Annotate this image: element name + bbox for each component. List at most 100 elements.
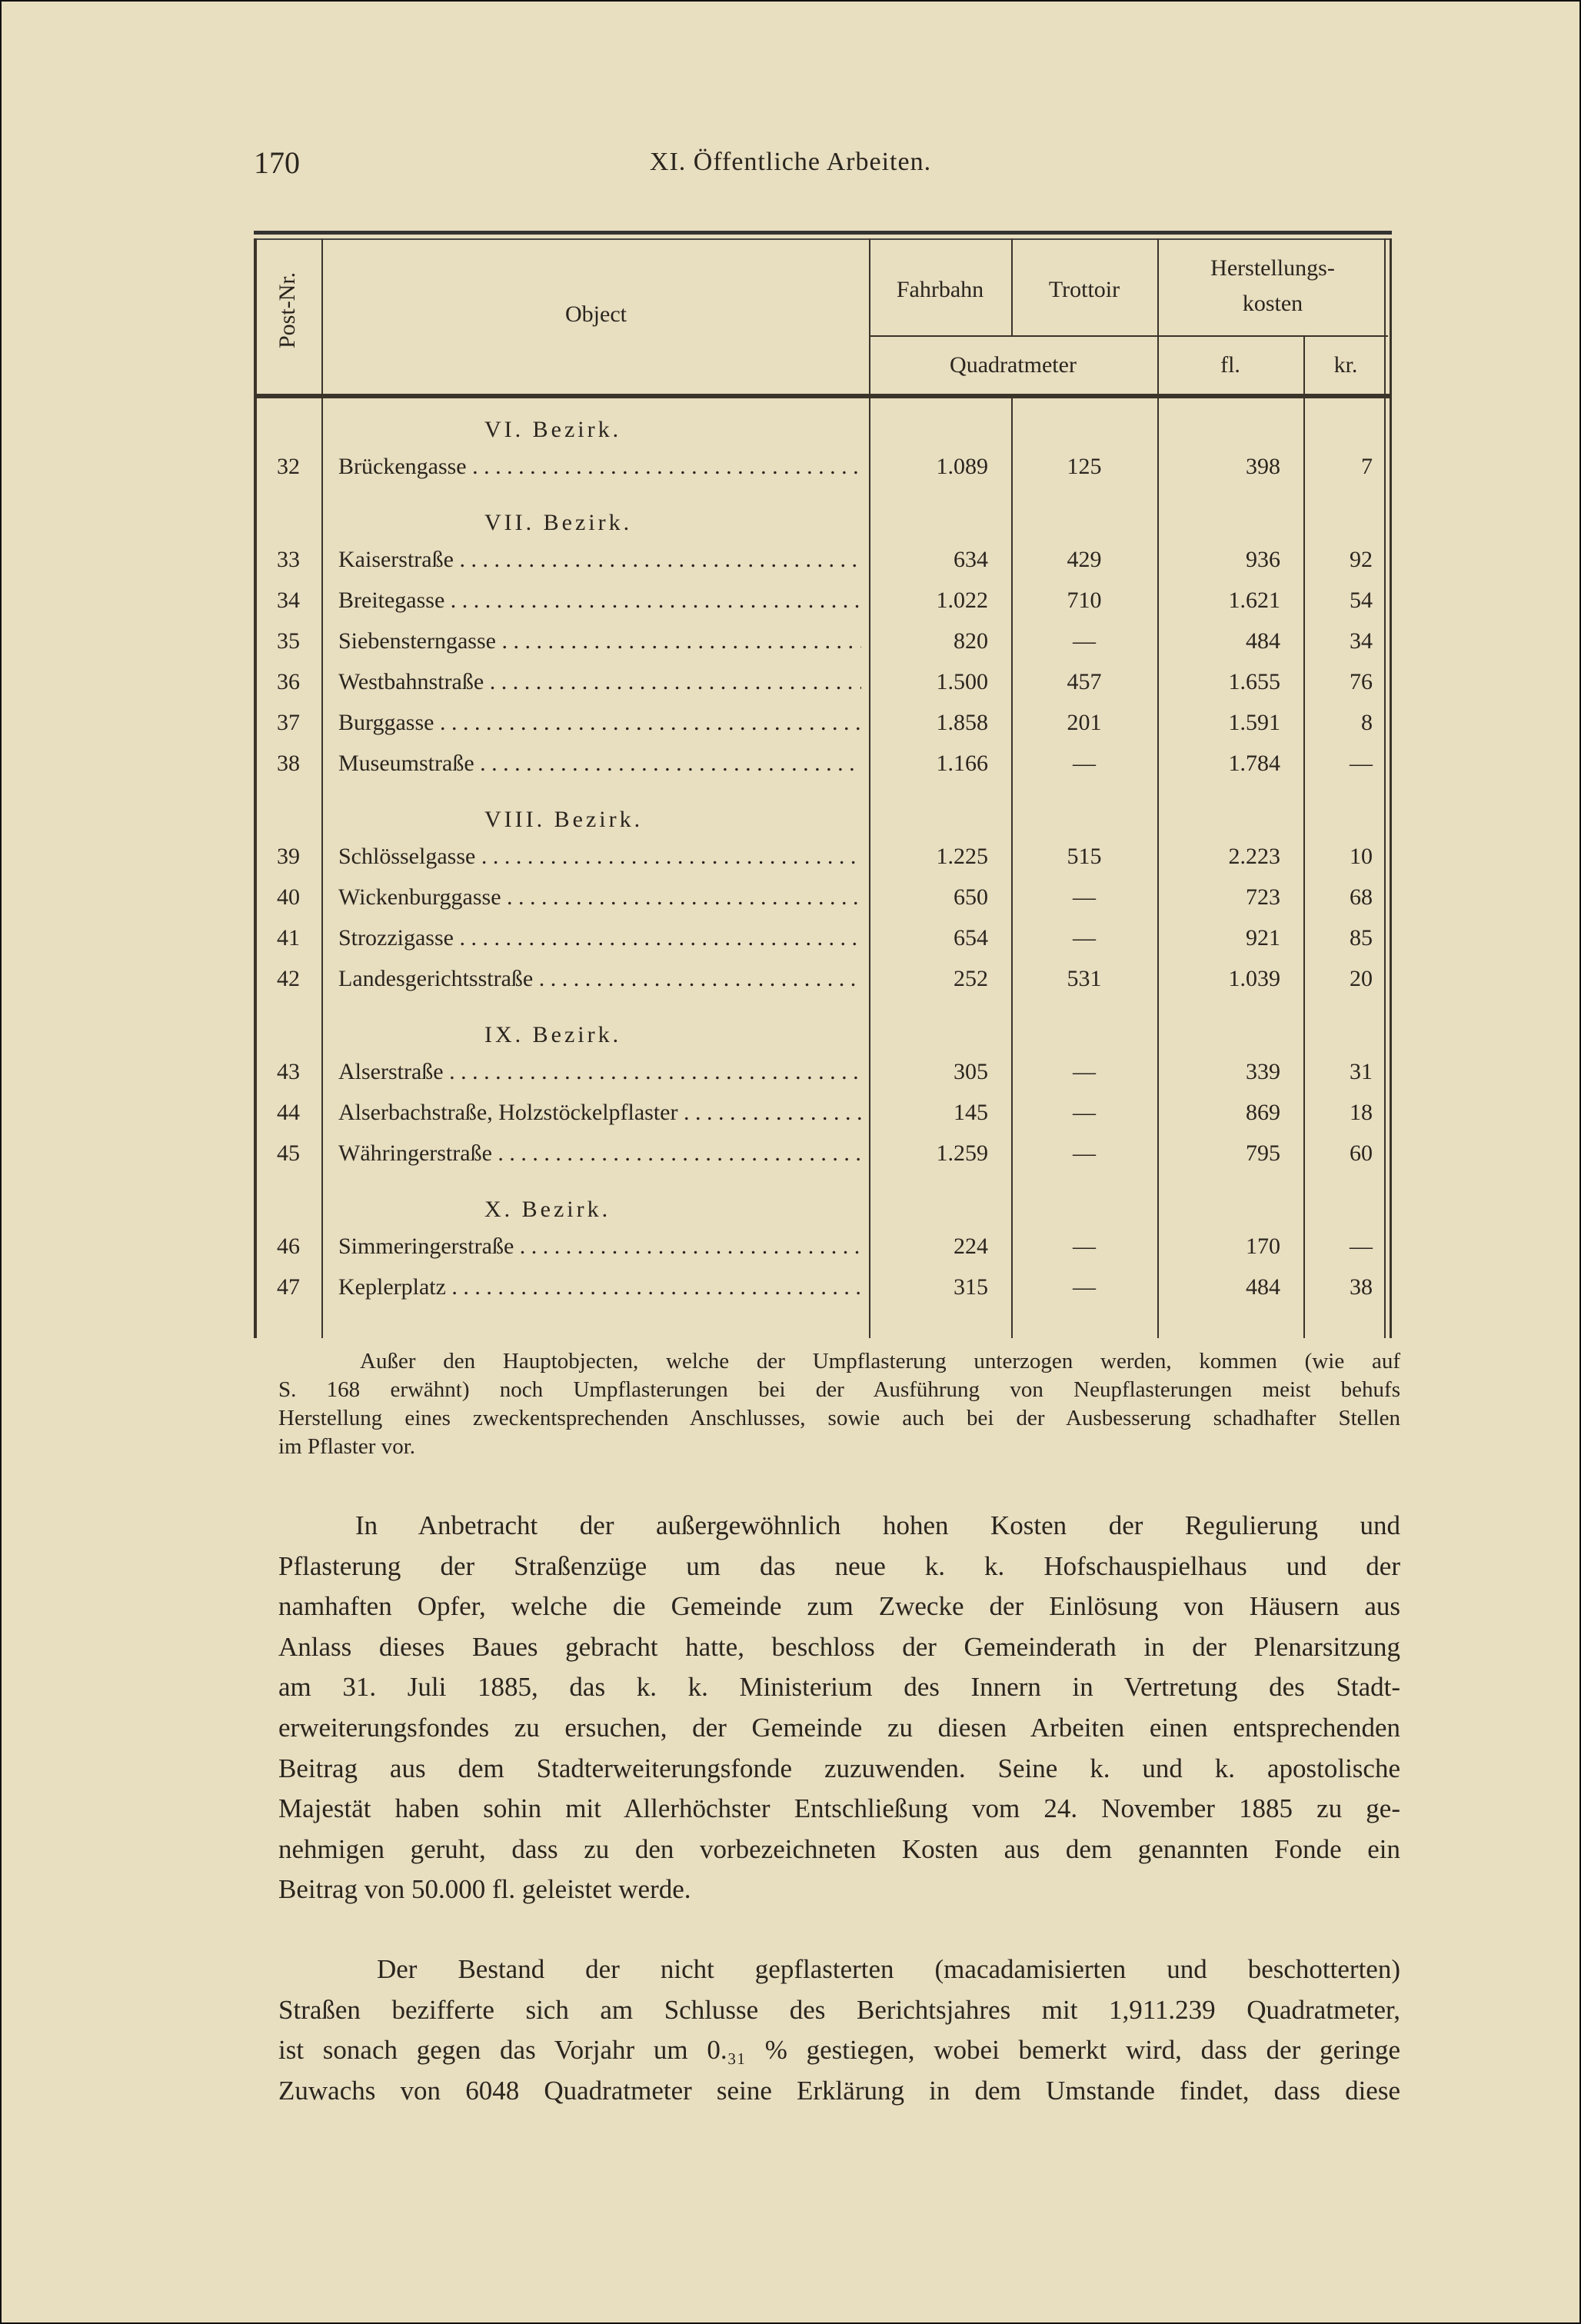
leader-dots: . . . . . . . . . . . . . . . . . . . . … <box>498 1140 861 1166</box>
cell-post-nr: 44 <box>277 1100 300 1125</box>
cell-post-nr: 35 <box>277 628 300 654</box>
cell-kosten-fl: 723 <box>1246 884 1280 910</box>
header-kr: kr. <box>1333 352 1358 378</box>
cell-object: Währingerstraße . . . . . . . . . . . . … <box>338 1140 861 1167</box>
cell-kosten-fl: 921 <box>1246 925 1280 951</box>
cell-kosten-fl: 1.591 <box>1228 710 1281 735</box>
text-line: ist sonach gegen das Vorjahr um 0.₃₁ % g… <box>278 2035 1400 2066</box>
header-fahrbahn: Fahrbahn <box>896 277 984 302</box>
text-line: Zuwachs von 6048 Quadratmeter seine Erkl… <box>278 2075 1400 2106</box>
cell-fahrbahn: 820 <box>954 628 988 654</box>
table-row: 34 Breitegasse . . . . . . . . . . . . . … <box>254 580 1392 621</box>
cell-kosten-fl: 339 <box>1246 1059 1280 1084</box>
cell-kosten-kr: — <box>1350 1234 1373 1259</box>
table-row: 45 Währingerstraße . . . . . . . . . . . … <box>254 1133 1392 1174</box>
leader-dots: . . . . . . . . . . . . . . . . . . . . … <box>439 710 861 735</box>
header-kosten: Herstellungs- <box>1210 255 1335 281</box>
cell-fahrbahn: 1.166 <box>936 751 989 776</box>
cell-kosten-fl: 1.784 <box>1228 751 1281 776</box>
table-body: VI. Bezirk. 32 Brückengasse . . . . . . . … <box>254 406 1392 1307</box>
cell-post-nr: 41 <box>277 925 300 951</box>
cell-post-nr: 45 <box>277 1140 300 1166</box>
header-post-nr: Post-Nr. <box>275 271 300 348</box>
cell-trottoir: — <box>1073 1274 1096 1300</box>
district-heading: VI. Bezirk. <box>254 406 1392 446</box>
cell-object: Keplerplatz . . . . . . . . . . . . . . … <box>338 1274 861 1300</box>
leader-dots: . . . . . . . . . . . . . . . . . . . . … <box>489 669 861 694</box>
table-row: 39 Schlösselgasse . . . . . . . . . . . .… <box>254 836 1392 877</box>
table-row: 37 Burggasse . . . . . . . . . . . . . . … <box>254 702 1392 743</box>
cell-object: Museumstraße . . . . . . . . . . . . . .… <box>338 751 861 777</box>
cell-post-nr: 33 <box>277 547 300 572</box>
object-name: Burggasse <box>338 710 434 735</box>
cell-post-nr: 37 <box>277 710 300 735</box>
cell-fahrbahn: 1.089 <box>936 454 989 479</box>
leader-dots: . . . . . . . . . . . . . . . . . . . . … <box>519 1234 861 1259</box>
col-divider <box>1303 337 1305 1338</box>
header-quadratmeter: Quadratmeter <box>950 352 1077 378</box>
cell-kosten-fl: 936 <box>1246 547 1280 572</box>
cell-trottoir: — <box>1073 884 1096 910</box>
cell-object: Alserbachstraße, Holzstöckelpflaster . .… <box>338 1100 861 1126</box>
text-line: im Pflaster vor. <box>278 1434 416 1459</box>
cell-kosten-fl: 1.039 <box>1228 966 1281 991</box>
cell-fahrbahn: 145 <box>954 1100 988 1125</box>
object-name: Kaiserstraße <box>338 547 454 572</box>
cell-post-nr: 32 <box>277 454 300 479</box>
cell-kosten-kr: 31 <box>1350 1059 1373 1084</box>
cell-post-nr: 46 <box>277 1234 300 1259</box>
cell-trottoir: 201 <box>1067 710 1102 735</box>
cell-object: Siebensterngasse . . . . . . . . . . . .… <box>338 628 861 654</box>
object-name: Breitegasse <box>338 588 445 613</box>
district-label: VII. Bezirk. <box>484 510 633 535</box>
cell-kosten-fl: 2.223 <box>1228 844 1281 869</box>
cell-kosten-kr: 18 <box>1350 1100 1373 1125</box>
object-name: Simmeringerstraße <box>338 1234 514 1259</box>
object-name: Schlösselgasse <box>338 844 476 869</box>
col-divider <box>1011 238 1013 337</box>
table-row: 42 Landesgerichtsstraße . . . . . . . . .… <box>254 958 1392 999</box>
cell-kosten-kr: 34 <box>1350 628 1373 654</box>
object-name: Wickenburggasse <box>338 884 501 910</box>
leader-dots: . . . . . . . . . . . . . . . . . . . . … <box>507 884 861 910</box>
header-rule <box>869 335 1157 337</box>
cell-trottoir: 515 <box>1067 844 1102 869</box>
header-kosten-2: kosten <box>1242 291 1303 316</box>
header-fl: fl. <box>1220 352 1240 378</box>
object-name: Museumstraße <box>338 751 474 776</box>
cell-kosten-fl: 398 <box>1246 454 1280 479</box>
cell-object: Kaiserstraße . . . . . . . . . . . . . .… <box>338 547 861 573</box>
cell-fahrbahn: 1.022 <box>936 588 989 613</box>
leader-dots: . . . . . . . . . . . . . . . . . . . . … <box>472 454 861 479</box>
text-line: Pflasterung der Straßenzüge um das neue … <box>278 1550 1400 1581</box>
col-divider <box>321 238 323 1338</box>
cell-trottoir: — <box>1073 1100 1096 1125</box>
object-name: Strozzigasse <box>338 925 454 951</box>
paragraph-2: Der Bestand der nicht gepflasterten (mac… <box>278 1949 1400 2111</box>
cell-post-nr: 39 <box>277 844 300 869</box>
table-row: 33 Kaiserstraße . . . . . . . . . . . . .… <box>254 539 1392 580</box>
cell-kosten-kr: 76 <box>1350 669 1373 694</box>
district-heading: VIII. Bezirk. <box>254 784 1392 836</box>
district-label: VIII. Bezirk. <box>484 807 644 832</box>
cell-object: Alserstraße . . . . . . . . . . . . . . … <box>338 1059 861 1085</box>
text-line: erweiterungsfondes zu ersuchen, der Geme… <box>278 1712 1400 1743</box>
cell-kosten-kr: 10 <box>1350 844 1373 869</box>
table-top-rule-thin <box>254 238 1392 240</box>
cell-trottoir: — <box>1073 1140 1096 1166</box>
cell-fahrbahn: 315 <box>954 1274 988 1300</box>
cell-fahrbahn: 650 <box>954 884 988 910</box>
cell-fahrbahn: 1.500 <box>936 669 989 694</box>
cell-trottoir: — <box>1073 751 1096 776</box>
leader-dots: . . . . . . . . . . . . . . . . . . . . … <box>501 628 861 654</box>
text-line: Majestät haben sohin mit Allerhöchster E… <box>278 1793 1400 1824</box>
cell-post-nr: 34 <box>277 588 300 613</box>
text-line: Der Bestand der nicht gepflasterten (mac… <box>377 1954 1400 1984</box>
district-heading: X. Bezirk. <box>254 1174 1392 1226</box>
cell-post-nr: 42 <box>277 966 300 991</box>
cell-kosten-fl: 170 <box>1246 1234 1280 1259</box>
district-heading: IX. Bezirk. <box>254 999 1392 1051</box>
cell-object: Strozzigasse . . . . . . . . . . . . . .… <box>338 925 861 951</box>
cell-post-nr: 36 <box>277 669 300 694</box>
